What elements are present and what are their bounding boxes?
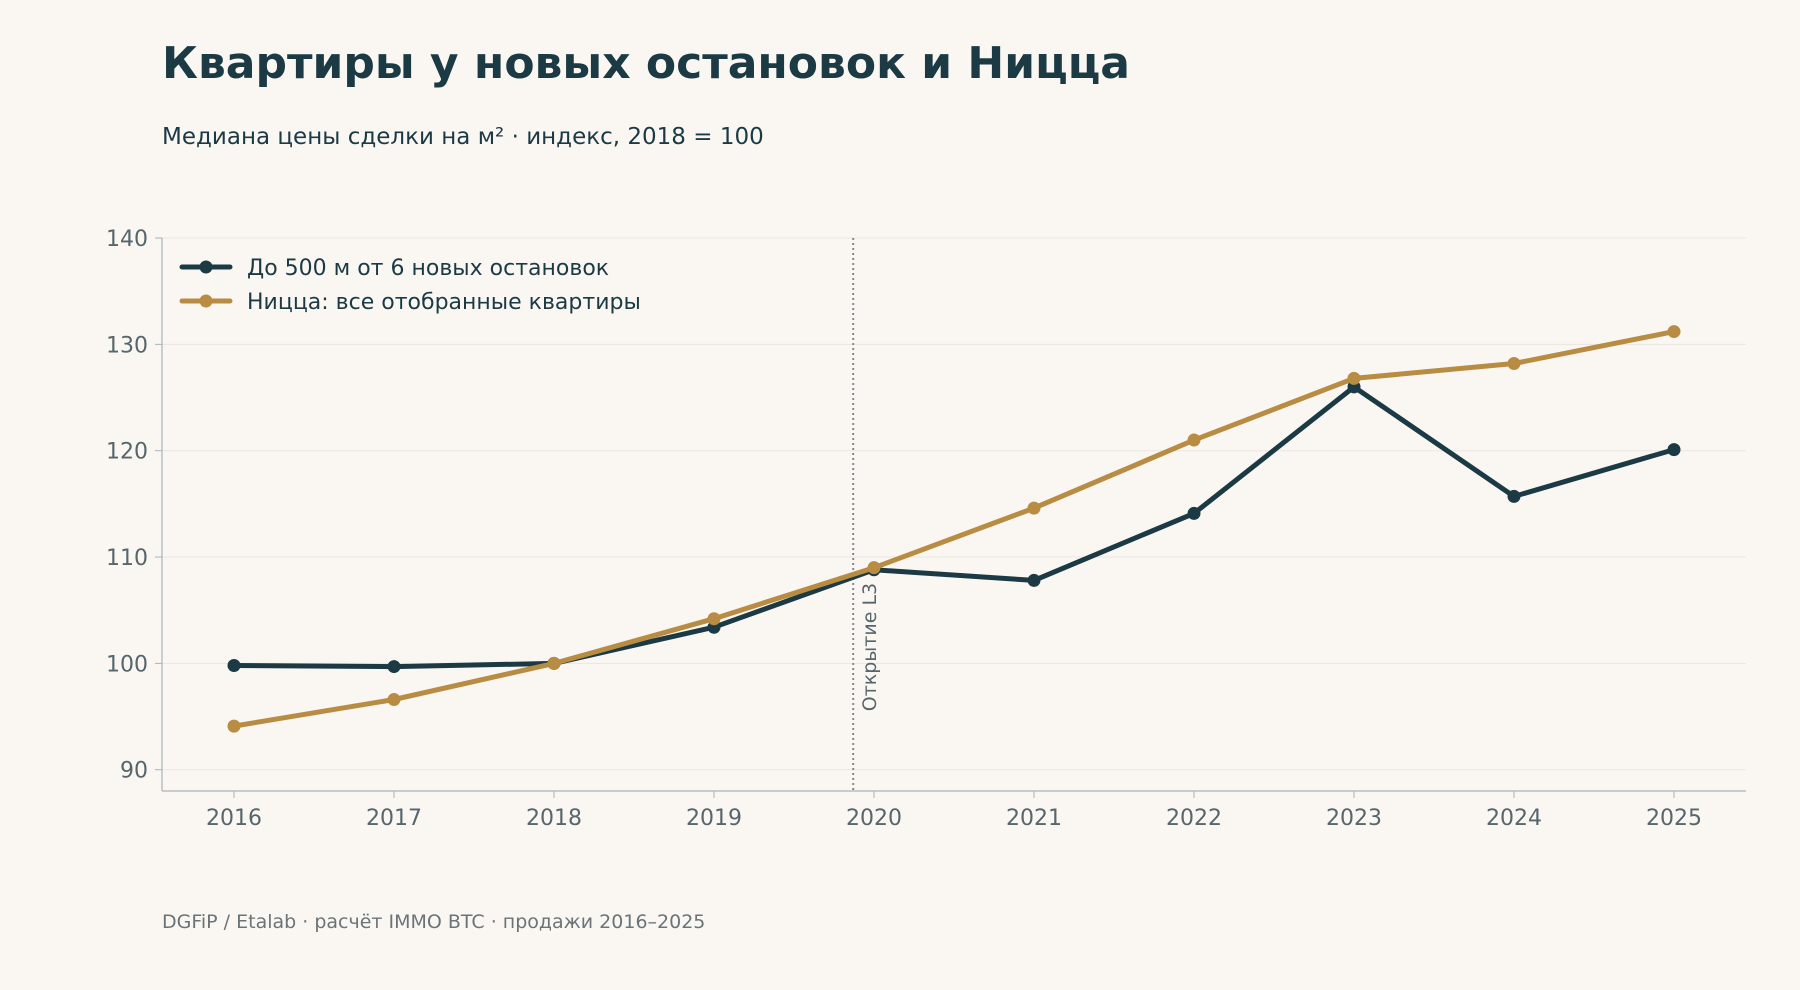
data-point-s1-2016 [227, 719, 241, 733]
chart-subtitle: Медиана цены сделки на м² · индекс, 2018… [162, 124, 764, 150]
legend-label-0: До 500 м от 6 новых остановок [247, 256, 609, 281]
y-tick-label-110: 110 [106, 546, 148, 571]
legend-swatch-marker-1 [199, 294, 213, 308]
x-tick-label-2019: 2019 [686, 806, 742, 831]
data-point-s1-2021 [1027, 501, 1041, 515]
legend-label-1: Ницца: все отобранные квартиры [247, 290, 641, 315]
x-tick-label-2022: 2022 [1166, 806, 1222, 831]
series-line-1 [231, 329, 1677, 729]
grid-lines [162, 237, 1746, 771]
data-point-s0-2024 [1507, 489, 1521, 503]
annotations: Открытие L3 [852, 238, 881, 791]
data-point-s1-2018 [547, 656, 561, 670]
y-tick-label-120: 120 [106, 440, 148, 465]
axes: 90 100 110 120 130 140 2016 2017 2018 2019 2020 202… [106, 227, 1746, 831]
data-point-s1-2023 [1347, 371, 1361, 385]
legend-swatch-marker-0 [199, 260, 213, 274]
chart-title: Квартиры у новых остановок и Ницца [162, 38, 1130, 89]
data-point-s1-2022 [1187, 433, 1201, 447]
data-point-s0-2022 [1187, 506, 1201, 520]
y-tick-label-100: 100 [106, 652, 148, 677]
x-tick-label-2017: 2017 [366, 806, 422, 831]
x-tick-label-2023: 2023 [1326, 806, 1382, 831]
data-point-s1-2024 [1507, 356, 1521, 370]
y-tick-label-140: 140 [106, 227, 148, 252]
data-point-s0-2017 [387, 660, 401, 674]
data-point-s0-2016 [227, 659, 241, 673]
legend: До 500 м от 6 новых остановок Ницца: все … [179, 256, 641, 315]
x-tick-label-2021: 2021 [1006, 806, 1062, 831]
data-point-s1-2020 [867, 561, 881, 575]
x-tick-label-2025: 2025 [1646, 806, 1702, 831]
data-point-s1-2025 [1667, 325, 1681, 339]
series-line-0 [231, 384, 1677, 670]
x-tick-label-2020: 2020 [846, 806, 902, 831]
y-tick-label-130: 130 [106, 333, 148, 358]
source-note: DGFiP / Etalab · расчёт IMMO BTC · прода… [162, 911, 706, 933]
annotation-label-0: Открытие L3 [859, 583, 881, 711]
series [227, 325, 1681, 733]
x-tick-label-2016: 2016 [206, 806, 262, 831]
data-point-s1-2017 [387, 693, 401, 707]
data-point-s0-2025 [1667, 443, 1681, 457]
data-point-s1-2019 [707, 612, 721, 626]
data-point-s0-2021 [1027, 573, 1041, 587]
y-tick-label-90: 90 [120, 759, 148, 784]
x-tick-label-2018: 2018 [526, 806, 582, 831]
x-tick-label-2024: 2024 [1486, 806, 1542, 831]
